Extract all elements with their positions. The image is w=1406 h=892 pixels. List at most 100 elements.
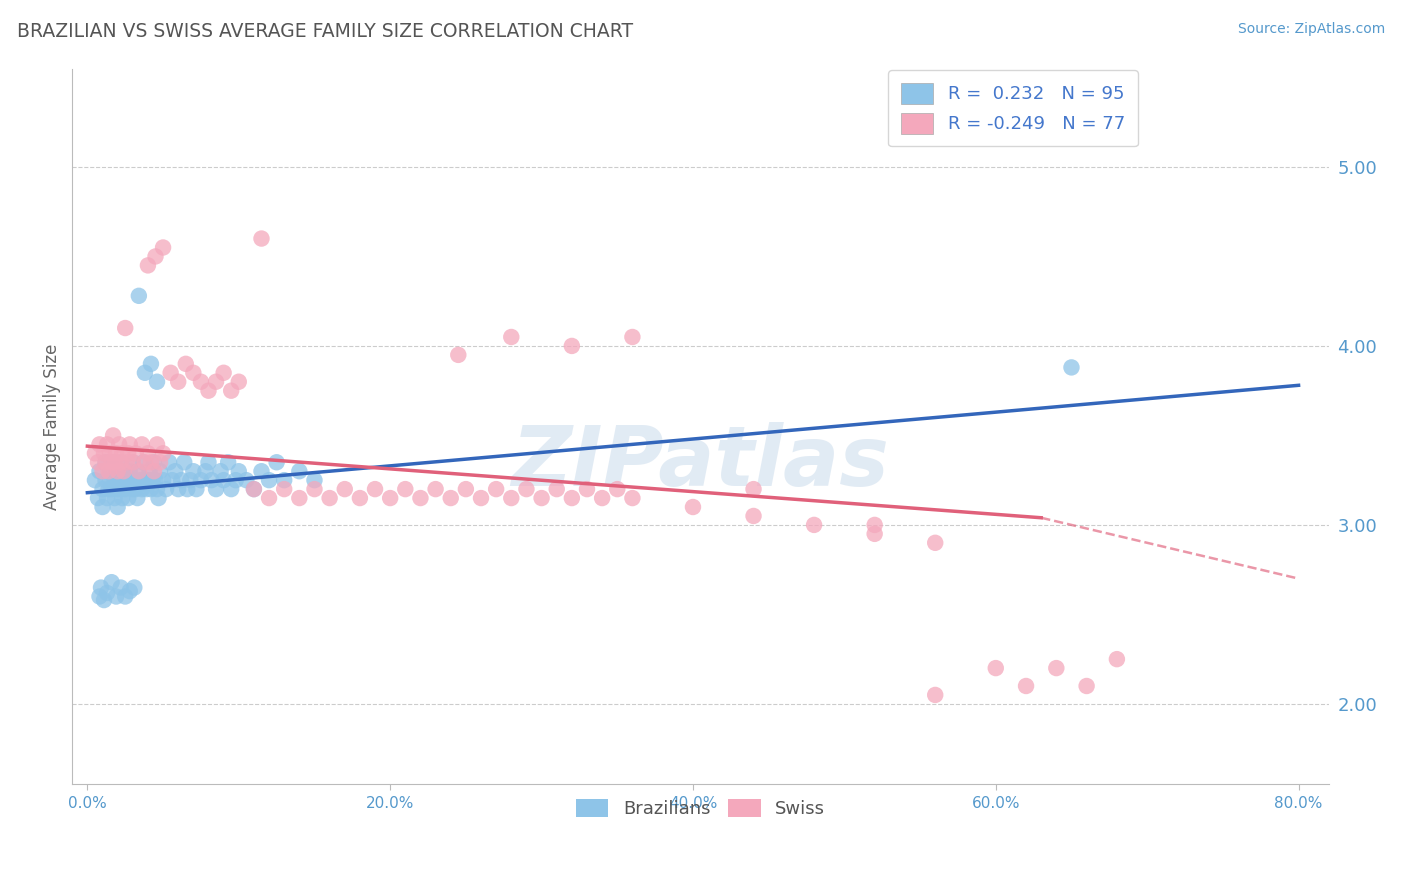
Point — [101, 455, 124, 469]
Point — [117, 491, 139, 505]
Point — [114, 590, 136, 604]
Point — [93, 446, 115, 460]
Point — [104, 491, 127, 505]
Point — [530, 491, 553, 505]
Point — [394, 482, 416, 496]
Point — [425, 482, 447, 496]
Point — [107, 482, 129, 496]
Point — [87, 455, 110, 469]
Point — [118, 584, 141, 599]
Point — [104, 473, 127, 487]
Point — [591, 491, 613, 505]
Point — [111, 446, 134, 460]
Point — [136, 259, 159, 273]
Point — [228, 375, 250, 389]
Point — [165, 464, 187, 478]
Point — [173, 455, 195, 469]
Point — [107, 464, 129, 478]
Point — [100, 482, 122, 496]
Point — [183, 464, 205, 478]
Point — [146, 482, 169, 496]
Point — [98, 464, 121, 478]
Point — [114, 464, 136, 478]
Point — [440, 491, 463, 505]
Point — [152, 473, 174, 487]
Point — [89, 464, 111, 478]
Point — [115, 455, 138, 469]
Point — [145, 473, 167, 487]
Point — [152, 446, 174, 460]
Text: BRAZILIAN VS SWISS AVERAGE FAMILY SIZE CORRELATION CHART: BRAZILIAN VS SWISS AVERAGE FAMILY SIZE C… — [17, 22, 633, 41]
Point — [167, 375, 190, 389]
Point — [139, 482, 162, 496]
Point — [98, 473, 121, 487]
Point — [863, 517, 886, 532]
Point — [225, 473, 247, 487]
Point — [621, 330, 644, 344]
Point — [110, 482, 132, 496]
Point — [101, 428, 124, 442]
Point — [96, 586, 118, 600]
Point — [1060, 360, 1083, 375]
Point — [131, 437, 153, 451]
Point — [127, 491, 149, 505]
Point — [924, 688, 946, 702]
Point — [364, 482, 387, 496]
Point — [176, 482, 198, 496]
Point — [318, 491, 340, 505]
Point — [112, 464, 135, 478]
Point — [190, 473, 212, 487]
Point — [141, 473, 163, 487]
Point — [501, 491, 523, 505]
Point — [89, 590, 111, 604]
Point — [121, 455, 143, 469]
Point — [250, 464, 273, 478]
Point — [682, 500, 704, 514]
Point — [110, 455, 132, 469]
Point — [114, 321, 136, 335]
Point — [118, 437, 141, 451]
Point — [118, 464, 141, 478]
Point — [107, 500, 129, 514]
Point — [250, 231, 273, 245]
Point — [136, 446, 159, 460]
Point — [139, 357, 162, 371]
Point — [212, 473, 235, 487]
Point — [125, 446, 148, 460]
Point — [128, 464, 150, 478]
Point — [454, 482, 477, 496]
Point — [1105, 652, 1128, 666]
Point — [194, 464, 217, 478]
Point — [924, 536, 946, 550]
Point — [93, 593, 115, 607]
Point — [94, 455, 117, 469]
Point — [90, 581, 112, 595]
Point — [100, 455, 122, 469]
Point — [219, 384, 242, 398]
Point — [606, 482, 628, 496]
Point — [110, 581, 132, 595]
Point — [112, 473, 135, 487]
Point — [266, 455, 288, 469]
Point — [235, 473, 257, 487]
Point — [148, 491, 170, 505]
Point — [105, 446, 128, 460]
Point — [132, 455, 155, 469]
Point — [105, 590, 128, 604]
Point — [485, 482, 508, 496]
Point — [170, 473, 193, 487]
Point — [212, 366, 235, 380]
Point — [159, 366, 181, 380]
Point — [288, 464, 311, 478]
Point — [136, 473, 159, 487]
Point — [219, 482, 242, 496]
Legend: Brazilians, Swiss: Brazilians, Swiss — [568, 792, 832, 825]
Point — [257, 491, 280, 505]
Point — [87, 491, 110, 505]
Point — [803, 517, 825, 532]
Point — [447, 348, 470, 362]
Point — [273, 482, 295, 496]
Point — [91, 500, 114, 514]
Point — [143, 455, 166, 469]
Point — [304, 482, 326, 496]
